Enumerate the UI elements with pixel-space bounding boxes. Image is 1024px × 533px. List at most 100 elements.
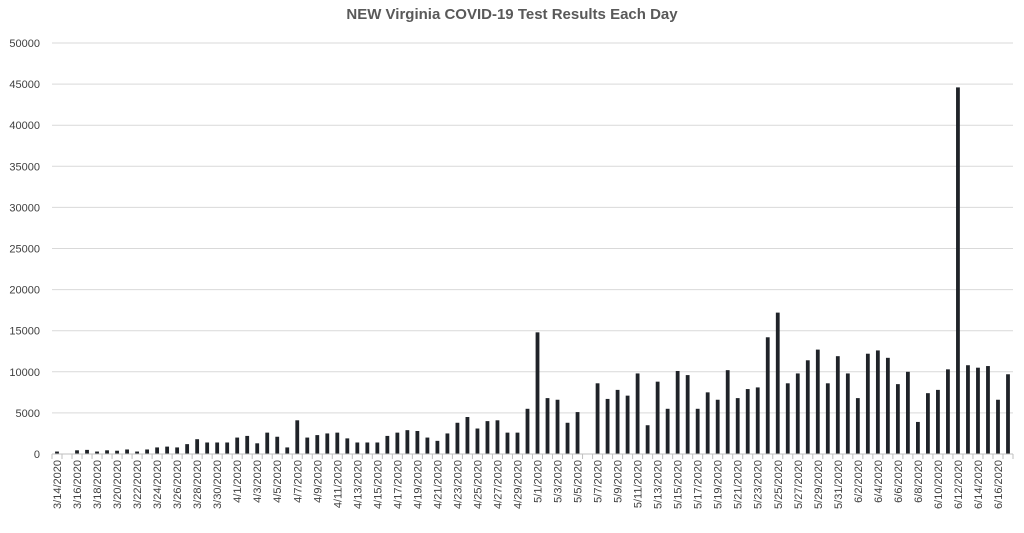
x-tick-label: 4/29/2020 <box>512 460 524 509</box>
y-tick-label: 20000 <box>9 285 40 297</box>
bar <box>325 433 330 454</box>
bar <box>615 389 620 454</box>
bar <box>675 370 680 454</box>
bar <box>355 442 360 454</box>
bar <box>385 435 390 454</box>
bar <box>695 408 700 454</box>
x-tick-label: 5/1/2020 <box>533 460 545 503</box>
x-tick-label: 4/3/2020 <box>252 460 264 503</box>
bar <box>305 437 310 454</box>
x-tick-label: 4/9/2020 <box>312 460 324 503</box>
bar <box>145 449 150 454</box>
x-tick-label: 6/16/2020 <box>993 460 1005 509</box>
bar <box>745 389 750 454</box>
bar <box>445 433 450 454</box>
bar <box>665 408 670 454</box>
bar <box>795 373 800 454</box>
x-tick-label: 6/6/2020 <box>893 460 905 503</box>
bar <box>295 420 300 454</box>
chart-title: NEW Virginia COVID-19 Test Results Each … <box>346 6 678 23</box>
x-tick-label: 5/3/2020 <box>553 460 565 503</box>
gridlines <box>52 42 1013 414</box>
bar <box>956 87 960 454</box>
bar <box>275 436 280 454</box>
x-tick-label: 3/24/2020 <box>152 460 164 509</box>
bar <box>85 449 89 454</box>
bar <box>966 365 970 454</box>
bar <box>285 447 290 454</box>
x-tick-label: 5/7/2020 <box>593 460 605 503</box>
bar <box>685 375 690 454</box>
x-tick-label: 5/29/2020 <box>813 460 825 509</box>
bar <box>215 442 220 454</box>
bar <box>565 422 570 454</box>
bar <box>365 442 370 454</box>
x-tick-label: 5/11/2020 <box>633 460 645 508</box>
bars <box>55 87 1010 454</box>
bar <box>555 399 560 454</box>
x-axis <box>51 453 1014 459</box>
bar <box>465 417 470 454</box>
x-tick-label: 5/13/2020 <box>653 460 665 509</box>
bar <box>605 398 610 454</box>
x-tick-label: 4/17/2020 <box>392 460 404 509</box>
bar <box>115 450 119 454</box>
bar <box>235 437 240 454</box>
x-tick-label: 3/22/2020 <box>132 460 144 509</box>
y-tick-label: 0 <box>34 449 40 461</box>
bar <box>165 446 170 454</box>
x-tick-label: 5/27/2020 <box>793 460 805 509</box>
bar <box>525 408 530 454</box>
bar <box>435 440 440 454</box>
bar <box>825 383 830 454</box>
bar <box>175 447 180 454</box>
bar <box>755 387 760 454</box>
x-tick-label: 4/5/2020 <box>272 460 284 503</box>
x-tick-label: 3/28/2020 <box>192 460 204 509</box>
bar <box>345 438 350 454</box>
x-tick-label: 5/17/2020 <box>693 460 705 509</box>
bar <box>976 367 980 454</box>
bar <box>315 435 320 454</box>
bar <box>415 430 420 454</box>
bar <box>625 395 630 454</box>
x-tick-label: 3/16/2020 <box>72 460 84 509</box>
bar <box>425 437 430 454</box>
bar <box>855 398 860 454</box>
bar <box>805 360 810 454</box>
x-tick-label: 5/9/2020 <box>613 460 625 503</box>
bar <box>915 421 920 454</box>
y-tick-label: 40000 <box>9 120 40 132</box>
bar <box>485 421 490 454</box>
x-tick-label: 5/19/2020 <box>713 460 725 509</box>
bar <box>715 399 720 454</box>
bar <box>1006 374 1010 454</box>
bar <box>105 450 109 454</box>
bar <box>936 389 940 454</box>
bar <box>395 432 400 454</box>
bar <box>986 366 990 454</box>
y-tick-label: 25000 <box>9 244 40 256</box>
x-tick-label: 3/20/2020 <box>112 460 124 509</box>
x-tick-label: 5/15/2020 <box>673 460 685 509</box>
bar <box>195 439 200 454</box>
x-tick-label: 3/14/2020 <box>52 460 64 509</box>
x-axis-ticks: 3/14/2020 3/16/2020 3/18/2020 3/20/2020 3/22… <box>52 460 1005 509</box>
bar <box>135 451 139 454</box>
x-tick-label: 6/8/2020 <box>913 460 925 503</box>
bar <box>205 442 210 454</box>
bar <box>775 312 780 454</box>
x-tick-label: 4/15/2020 <box>372 460 384 509</box>
y-tick-label: 30000 <box>9 202 40 214</box>
bar <box>946 369 950 454</box>
x-tick-label: 4/19/2020 <box>412 460 424 509</box>
bar <box>735 398 740 454</box>
x-tick-label: 4/25/2020 <box>472 460 484 509</box>
x-tick-label: 4/21/2020 <box>432 460 444 509</box>
bar <box>705 392 710 454</box>
bar <box>655 381 660 454</box>
x-tick-label: 4/11/2020 <box>332 460 344 508</box>
bar <box>185 444 190 454</box>
x-tick-label: 5/31/2020 <box>833 460 845 509</box>
